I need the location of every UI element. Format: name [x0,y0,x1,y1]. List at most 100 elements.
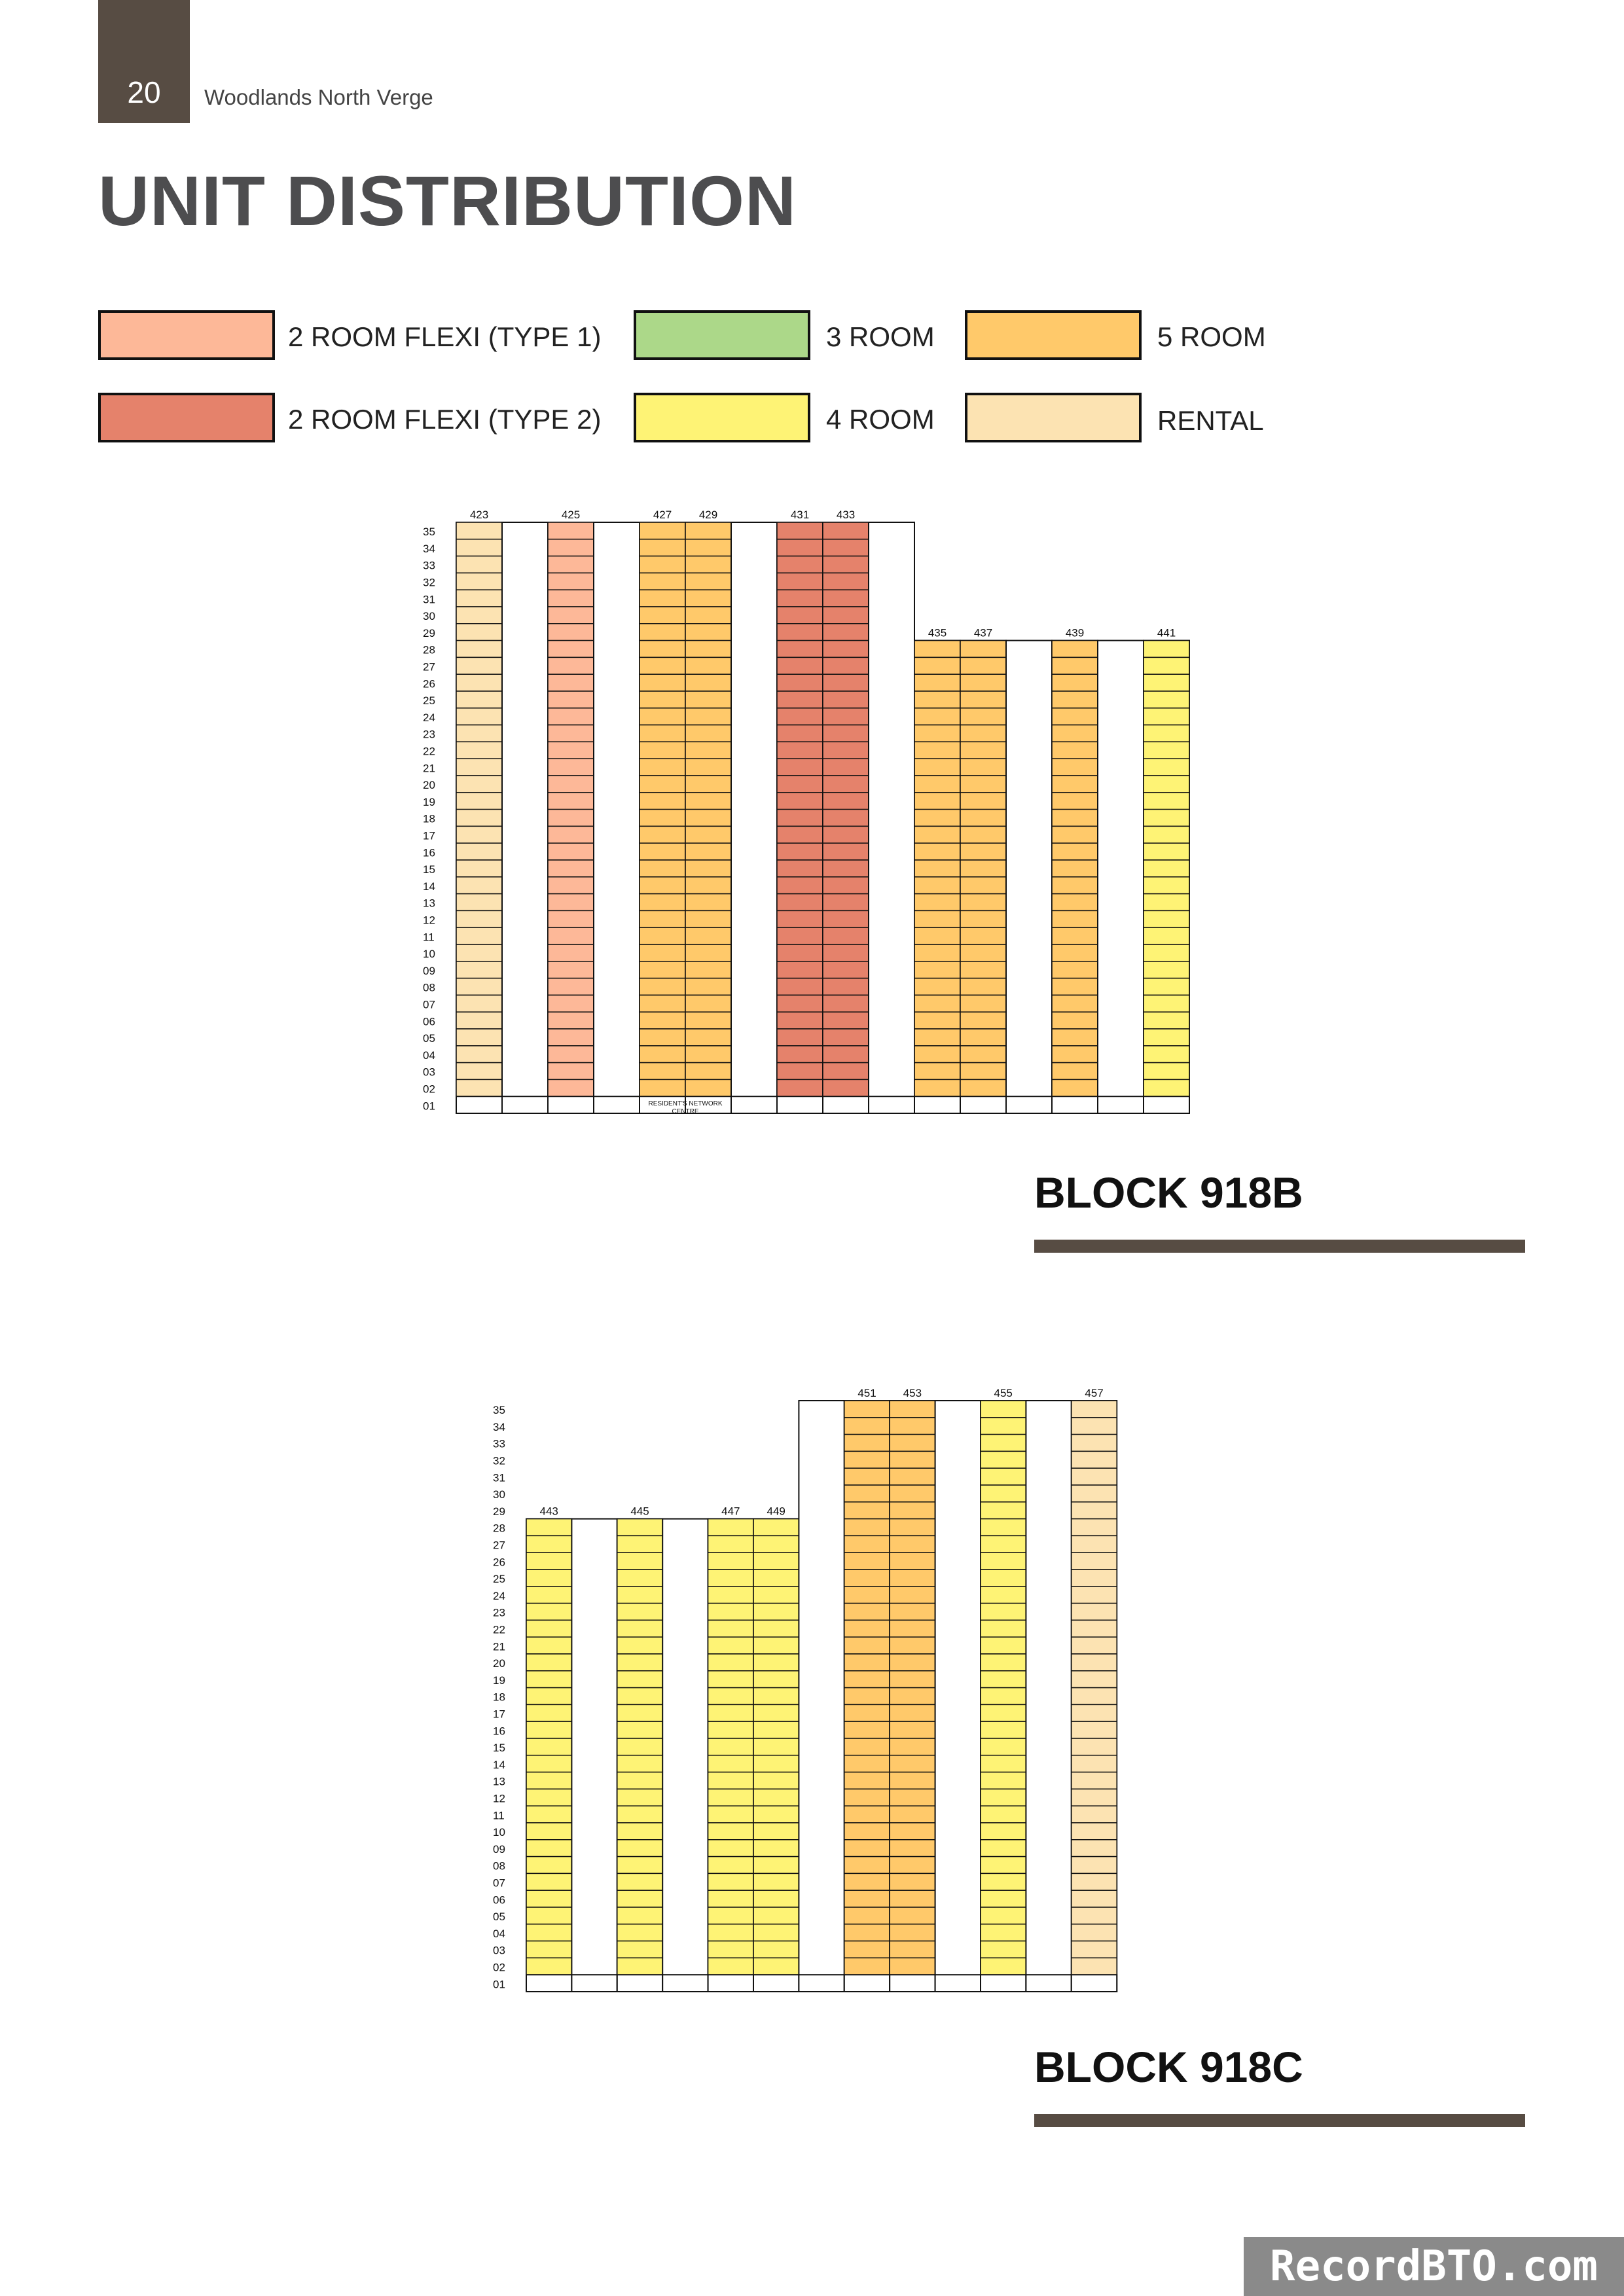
unit-cell [526,1856,573,1874]
unit-cell [844,1924,890,1942]
unit-cell [844,1755,890,1773]
unit-cell [1143,977,1190,996]
unit-cell [707,1822,754,1840]
unit-number-label: 427 [653,509,672,521]
unit-cell [547,623,594,641]
ground-floor-cell [1143,1096,1190,1115]
unit-cell [960,994,1007,1013]
unit-cell [639,775,686,793]
unit-cell [776,639,823,658]
floor-label: 12 [423,914,435,927]
unit-cell [456,944,503,962]
floor-label: 05 [423,1032,435,1045]
unit-cell [526,1822,573,1840]
unit-cell [639,673,686,692]
unit-cell [547,977,594,996]
floor-label: 33 [423,560,435,572]
unit-cell [547,1062,594,1081]
unit-cell [822,691,869,709]
unit-cell [1143,639,1190,658]
unit-number-label: 423 [470,509,488,521]
unit-cell [844,1535,890,1553]
unit-cell [617,1788,663,1806]
unit-cell [639,606,686,624]
floor-label: 18 [493,1691,505,1704]
unit-cell [1051,691,1098,709]
unit-cell [889,1670,936,1689]
unit-cell [960,792,1007,810]
unit-cell [980,1602,1027,1621]
unit-cell [889,1940,936,1959]
unit-cell [685,994,732,1013]
ground-floor-cell [1025,1974,1072,1993]
unit-cell [822,1011,869,1030]
unit-cell [547,842,594,861]
unit-cell [707,1518,754,1537]
unit-cell [889,1738,936,1756]
unit-cell [776,994,823,1013]
floor-label: 09 [493,1843,505,1856]
unit-cell [776,555,823,574]
legend-label-rental: RENTAL [1157,405,1264,436]
unit-cell [707,1619,754,1638]
unit-cell [1071,1569,1117,1587]
floor-label: 02 [493,1962,505,1974]
floor-label: 29 [493,1505,505,1518]
unit-cell [547,961,594,979]
unit-cell [617,1907,663,1925]
unit-cell [1143,808,1190,827]
unit-cell [776,1028,823,1047]
unit-cell [639,741,686,759]
unit-cell [547,708,594,726]
unit-number-label: 439 [1066,627,1084,639]
unit-cell [753,1822,800,1840]
unit-cell [889,1484,936,1503]
unit-cell [707,1687,754,1706]
unit-cell [456,1079,503,1097]
unit-cell [547,724,594,743]
unit-cell [456,1062,503,1081]
unit-cell [889,1619,936,1638]
unit-cell [844,1501,890,1520]
unit-cell [914,691,961,709]
unit-cell [1071,1586,1117,1604]
unit-cell [980,1822,1027,1840]
unit-cell [753,1653,800,1672]
unit-cell [707,1704,754,1722]
unit-cell [547,673,594,692]
unit-cell [685,758,732,776]
unit-cell [1051,944,1098,962]
unit-cell [526,1771,573,1790]
unit-cell [707,1940,754,1959]
unit-cell [822,656,869,675]
ground-note-text: RESIDENT'S NETWORK [648,1100,722,1107]
unit-cell [456,758,503,776]
unit-cell [639,758,686,776]
unit-cell [639,724,686,743]
unit-cell [822,961,869,979]
unit-cell [617,1890,663,1908]
unit-cell [844,1552,890,1570]
floor-label: 06 [423,1015,435,1028]
unit-cell [844,1602,890,1621]
floor-label: 24 [423,711,435,724]
floor-label: 11 [493,1809,505,1821]
unit-cell [822,708,869,726]
unit-cell [980,1535,1027,1553]
unit-cell [889,1552,936,1570]
unit-number-label: 431 [791,509,809,521]
unit-cell [639,656,686,675]
floor-label: 15 [493,1742,505,1754]
floor-label: 18 [423,813,435,825]
void-column [593,522,640,1114]
unit-cell [822,775,869,793]
unit-cell [844,1805,890,1823]
unit-cell [776,927,823,945]
unit-number-label: 457 [1085,1387,1103,1399]
unit-cell [889,1467,936,1486]
unit-cell [1071,1433,1117,1452]
unit-cell [639,539,686,557]
unit-cell [617,1535,663,1553]
unit-cell [526,1653,573,1672]
unit-cell [685,876,732,895]
